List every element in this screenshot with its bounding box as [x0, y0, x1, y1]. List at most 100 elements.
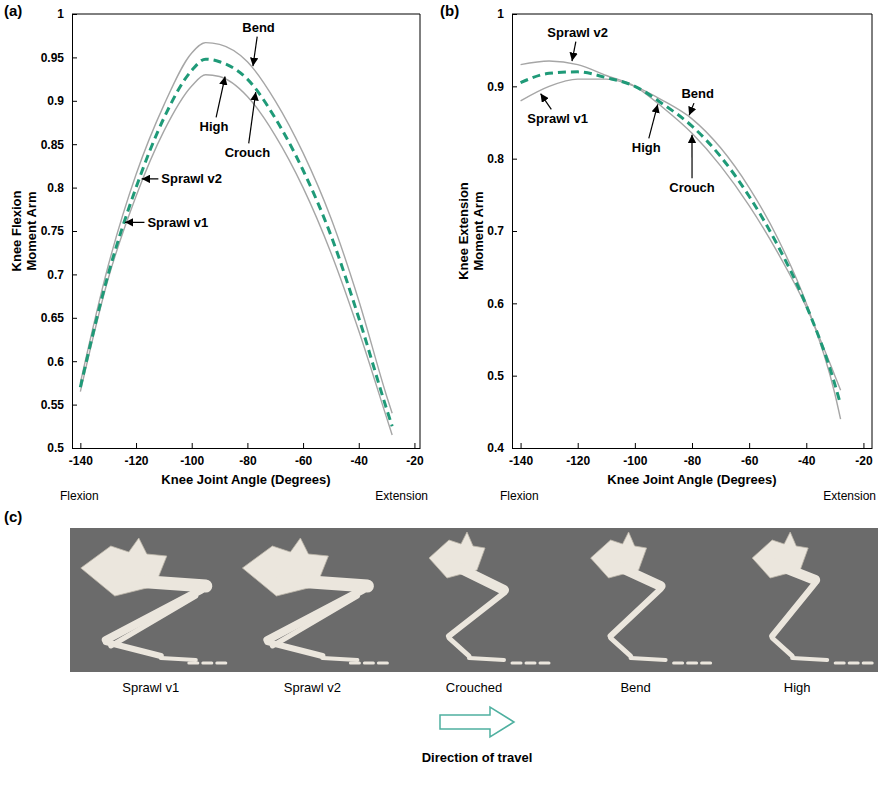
x-tick-mark — [692, 443, 693, 448]
y-tick-mark — [72, 57, 77, 58]
annotations: BendHighCrouchSprawl v2Sprawl v1 — [125, 20, 275, 230]
x-tick-label: -60 — [741, 454, 759, 468]
x-tick: -20 — [406, 443, 424, 468]
y-tick-label: 0.7 — [47, 268, 64, 282]
annotation-arrow — [689, 103, 694, 115]
tibia — [611, 589, 661, 636]
x-tick: -120 — [125, 443, 149, 468]
annotation-label: Sprawl v2 — [547, 25, 608, 40]
y-tick-label: 0.4 — [487, 441, 504, 455]
x-axis-line — [513, 448, 873, 449]
tibia — [449, 593, 504, 636]
x-axis: -140-120-100-80-60-40-20 — [69, 443, 424, 468]
y-tick: 0.75 — [41, 224, 77, 238]
x-tick: -40 — [351, 443, 369, 468]
femur — [449, 563, 504, 590]
pose-label: High — [784, 680, 811, 695]
frame-right — [420, 14, 421, 448]
x-tick: -100 — [180, 443, 204, 468]
panel-c: (c)Sprawl v1Sprawl v2CrouchedBendHighDir… — [4, 508, 878, 765]
metatarsal — [611, 638, 631, 656]
figure: -140-120-100-80-60-40-200.50.550.60.650.… — [0, 0, 882, 786]
y-tick-label: 0.75 — [41, 224, 65, 238]
mean-line — [80, 59, 392, 426]
toe — [161, 658, 196, 660]
femur — [611, 563, 661, 586]
annotation-label: Sprawl v1 — [527, 111, 588, 126]
x-tick-mark — [359, 443, 360, 448]
y-tick-label: 1 — [497, 7, 504, 21]
y-tick: 0.9 — [487, 80, 517, 94]
y-axis-title: Knee Flexion — [9, 190, 24, 271]
annotation-label: Crouch — [225, 145, 271, 160]
metatarsal — [449, 638, 469, 656]
skeleton — [752, 532, 872, 663]
trackway-dash — [688, 662, 697, 665]
x-tick-mark — [749, 443, 750, 448]
y-tick: 0.6 — [487, 297, 517, 311]
bound-line — [521, 79, 841, 419]
y-tick-label: 0.7 — [487, 224, 504, 238]
toe — [631, 658, 666, 660]
x-tick-mark — [635, 443, 636, 448]
pose-label: Sprawl v2 — [284, 680, 341, 695]
tibia — [106, 590, 201, 640]
x-tick: -100 — [623, 443, 647, 468]
metatarsal — [106, 642, 161, 656]
annotation-arrow — [249, 92, 256, 143]
trackway-dash — [526, 662, 535, 665]
metatarsal — [772, 638, 792, 656]
trackway-dash — [189, 662, 198, 665]
y-tick: 0.85 — [41, 138, 77, 152]
fibula — [111, 596, 196, 646]
y-tick-label: 0.5 — [47, 441, 64, 455]
skeleton — [242, 538, 387, 663]
y-axis: 0.5 0.55 0.6 0.65 0.7 0.75 0.8 0.85 0.9 0.95 1 — [41, 7, 77, 455]
trackway-dash — [863, 662, 872, 665]
pose-label: Sprawl v1 — [122, 680, 179, 695]
x-tick-mark — [414, 443, 415, 448]
y-tick: 0.9 — [47, 94, 77, 108]
y-tick-mark — [72, 405, 77, 406]
y-tick: 0.8 — [47, 181, 77, 195]
y-tick-label: 0.55 — [41, 398, 65, 412]
y-tick-label: 0.8 — [487, 152, 504, 166]
annotation-arrow — [691, 135, 692, 178]
pose-label: Bend — [620, 680, 650, 695]
y-tick-label: 0.5 — [487, 369, 504, 383]
y-tick: 1 — [57, 7, 77, 21]
y-tick: 0.95 — [41, 51, 77, 65]
y-tick: 0.8 — [487, 152, 517, 166]
y-tick-label: 1 — [57, 7, 64, 21]
panel-letter: (c) — [4, 508, 22, 525]
trackway-dash — [702, 662, 711, 665]
x-axis-title: Knee Joint Angle (Degrees) — [607, 472, 776, 487]
x-tick: -60 — [741, 443, 759, 468]
fibula — [272, 596, 357, 646]
annotation-label: Sprawl v2 — [161, 171, 222, 186]
skeleton — [81, 538, 226, 663]
y-tick: 0.6 — [47, 355, 77, 369]
annotation-arrow — [142, 178, 159, 179]
x-tick-mark — [863, 443, 864, 448]
trackway-dash — [364, 662, 373, 665]
frame-right — [872, 14, 873, 448]
x-axis: -140-120-100-80-60-40-20 — [509, 443, 873, 468]
femur — [772, 563, 815, 580]
annotation-arrow — [125, 222, 145, 223]
tibia — [267, 590, 362, 640]
annotation-label: Bend — [242, 20, 275, 35]
x-tick-label: -120 — [125, 454, 149, 468]
x-tick: -80 — [684, 443, 702, 468]
y-tick-mark — [512, 86, 517, 87]
y-axis: 0.4 0.5 0.6 0.7 0.8 0.9 1 — [487, 7, 517, 455]
y-tick-mark — [72, 361, 77, 362]
y-tick: 0.65 — [41, 311, 77, 325]
x-tick-mark — [192, 443, 193, 448]
direction-caption: Direction of travel — [422, 750, 533, 765]
y-tick-label: 0.9 — [47, 94, 64, 108]
toe — [322, 658, 357, 660]
annotation-label: High — [632, 140, 661, 155]
annotation-arrow — [541, 94, 552, 110]
x-tick-mark — [80, 443, 81, 448]
